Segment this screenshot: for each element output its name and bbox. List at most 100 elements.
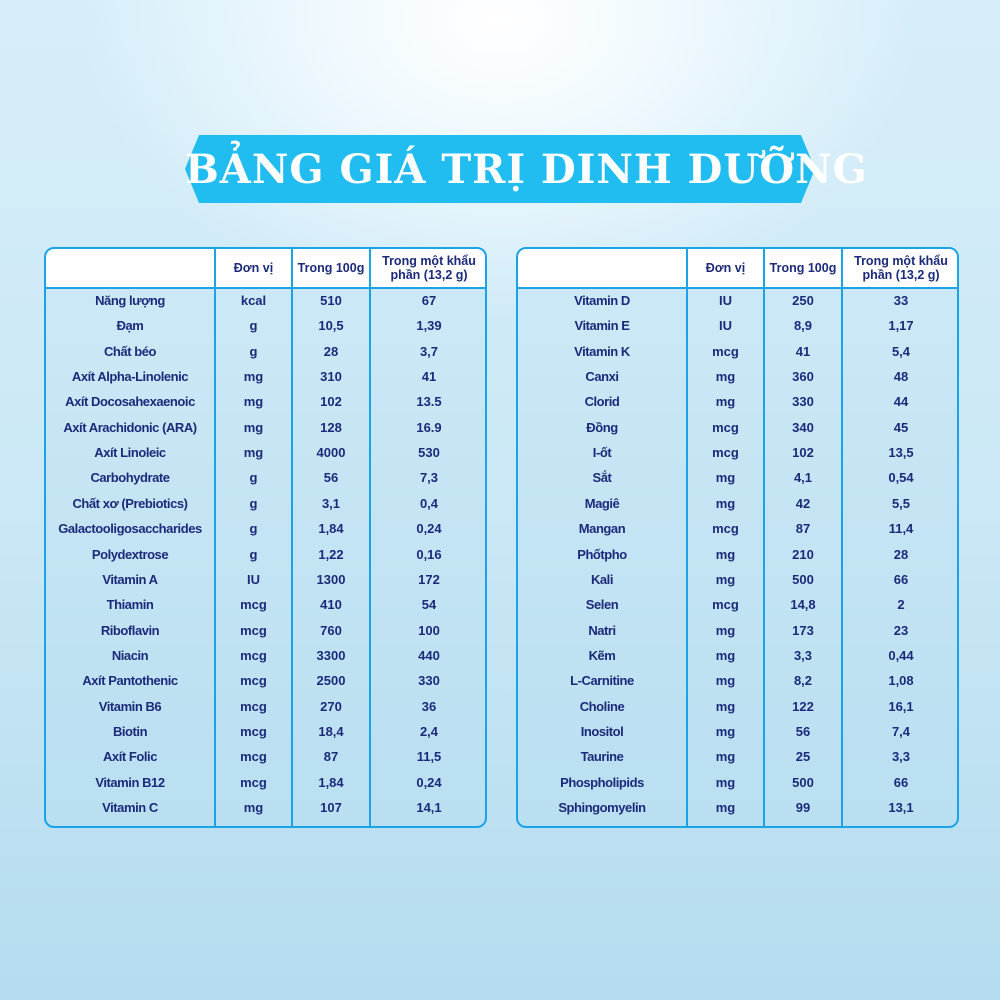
unit: mcg (240, 597, 267, 613)
nutrient-name: Vitamin C (102, 800, 158, 815)
per-serving: 44 (893, 394, 909, 410)
table-row: Đạm g 10,5 1,39 (46, 313, 485, 338)
per-serving: 16,1 (888, 698, 914, 714)
unit: mg (715, 622, 736, 638)
nutrient-name: Năng lượng (95, 293, 165, 308)
per-100g: 56 (323, 470, 339, 486)
per-serving: 0,4 (419, 495, 439, 511)
per-serving: 11,5 (416, 749, 442, 765)
table-row: Polydextrose g 1,22 0,16 (46, 542, 485, 567)
table-row: Vitamin K mcg 41 5,4 (518, 339, 957, 364)
nutrient-name: Chất béo (103, 343, 156, 359)
nutrient-name: Vitamin A (102, 571, 158, 587)
table-row: Axít Alpha-Linolenic mg 310 41 (46, 364, 485, 389)
per-100g: 760 (320, 622, 342, 638)
unit: mcg (240, 622, 267, 638)
column-divider (686, 249, 688, 826)
per-serving: 0,54 (888, 470, 914, 486)
unit: mg (715, 369, 736, 385)
unit: mg (715, 470, 736, 486)
nutrient-name: Choline (579, 698, 625, 714)
nutrition-table-left: Đơn vị Trong 100g Trong một khẩu phần (13,… (44, 247, 487, 828)
unit: mcg (712, 445, 739, 461)
per-serving: 5,5 (891, 495, 911, 511)
nutrient-name: Magiê (584, 495, 620, 511)
table-row: Clorid mg 330 44 (518, 389, 957, 414)
per-100g: 128 (320, 419, 342, 435)
per-serving: 23 (893, 622, 909, 638)
per-100g: 1300 (316, 571, 346, 587)
unit: mg (243, 445, 264, 461)
per-100g: 42 (795, 495, 811, 511)
column-divider (763, 249, 765, 826)
per-serving: 66 (893, 571, 909, 587)
per-serving: 1,08 (888, 673, 914, 689)
nutrient-name: Axít Alpha-Linolenic (71, 369, 189, 385)
per-100g: 360 (792, 369, 814, 385)
per-100g: 270 (320, 698, 342, 714)
nutrient-name: Phospholipids (560, 774, 644, 790)
table-row: Carbohydrate g 56 7,3 (46, 465, 485, 490)
per-100g: 210 (792, 546, 814, 562)
per-serving: 16.9 (416, 419, 442, 435)
per-100g: 102 (792, 445, 814, 461)
per-100g: 310 (320, 369, 342, 385)
per-serving: 7,4 (891, 723, 911, 739)
table-row: Đồng mcg 340 45 (518, 415, 957, 440)
table-row: Canxi mg 360 48 (518, 364, 957, 389)
nutrient-name: Chất xơ (Prebiotics) (72, 495, 188, 511)
per-100g: 510 (320, 293, 342, 308)
table-row: Taurine mg 25 3,3 (518, 744, 957, 769)
table-row: Selen mcg 14,8 2 (518, 592, 957, 617)
nutrient-name: Polydextrose (91, 546, 169, 562)
per-100g: 340 (792, 419, 814, 435)
column-divider (841, 249, 843, 826)
per-serving: 2 (897, 597, 905, 613)
nutrient-name: Axít Arachidonic (ARA) (63, 419, 197, 435)
per-100g: 8,9 (793, 318, 813, 334)
per-100g: 87 (795, 521, 811, 537)
table-row: I-ốt mcg 102 13,5 (518, 440, 957, 465)
table-row: Biotin mcg 18,4 2,4 (46, 719, 485, 744)
unit: g (249, 318, 258, 334)
table-row: Axít Docosahexaenoic mg 102 13.5 (46, 389, 485, 414)
nutrient-name: Taurine (580, 749, 624, 765)
unit: mg (715, 800, 736, 815)
nutrient-name: Natri (588, 622, 616, 638)
per-100g: 1,84 (318, 774, 344, 790)
per-serving: 13.5 (416, 394, 442, 410)
unit: mg (243, 800, 264, 815)
nutrient-name: Kali (590, 571, 614, 587)
nutrient-name: Clorid (584, 394, 620, 410)
nutrient-name: Sắt (592, 470, 612, 486)
table-row: Vitamin B12 mcg 1,84 0,24 (46, 770, 485, 795)
table-row: Mangan mcg 87 11,4 (518, 516, 957, 541)
per-100g: 56 (795, 723, 811, 739)
unit: mg (715, 749, 736, 765)
unit: mg (243, 394, 264, 410)
nutrient-name: Đồng (586, 419, 618, 435)
table-row: Kẽm mg 3,3 0,44 (518, 643, 957, 668)
per-serving: 13,1 (888, 800, 914, 815)
per-serving: 0,24 (416, 774, 442, 790)
per-100g: 25 (795, 749, 811, 765)
per-100g: 99 (795, 800, 811, 815)
per-serving: 0,44 (888, 647, 914, 663)
per-serving: 1,17 (888, 318, 914, 334)
unit: kcal (240, 293, 267, 308)
per-serving: 530 (418, 445, 440, 461)
table-row: Natri mg 173 23 (518, 618, 957, 643)
column-divider (291, 249, 293, 826)
per-100g: 87 (323, 749, 339, 765)
unit: mcg (240, 647, 267, 663)
table-row: L-Carnitine mg 8,2 1,08 (518, 668, 957, 693)
nutrient-name: Vitamin K (574, 343, 630, 359)
unit: mg (715, 774, 736, 790)
unit: mcg (240, 749, 267, 765)
nutrient-name: Axít Docosahexaenoic (65, 394, 195, 410)
unit: mg (243, 419, 264, 435)
table-row: Niacin mcg 3300 440 (46, 643, 485, 668)
per-serving: 330 (418, 673, 440, 689)
nutrient-name: Thiamin (106, 597, 154, 613)
unit: mg (243, 369, 264, 385)
